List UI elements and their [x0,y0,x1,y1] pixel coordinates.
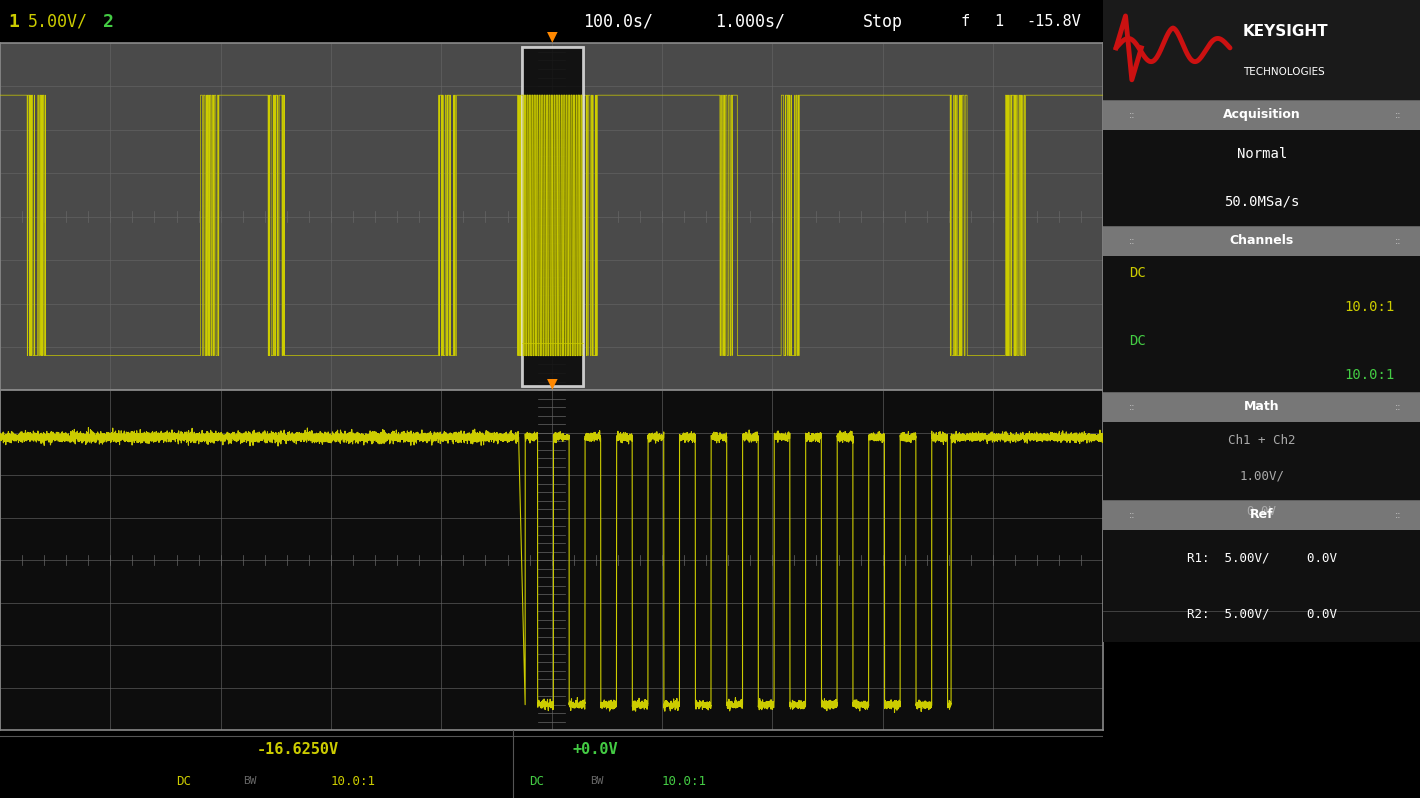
Text: Normal: Normal [1237,147,1287,161]
Text: Ch1 + Ch2: Ch1 + Ch2 [1228,433,1295,447]
Text: KEYSIGHT: KEYSIGHT [1242,25,1328,39]
Bar [1103,392,1420,422]
Text: ::: :: [1129,236,1135,246]
Text: 5.00V/: 5.00V/ [27,13,88,30]
Text: f: f [961,14,970,29]
Text: BW: BW [243,776,256,786]
Text: 1.000s/: 1.000s/ [716,13,785,30]
Bar [1103,500,1420,530]
Text: TECHNOLOGIES: TECHNOLOGIES [1242,67,1325,77]
Bar [1103,0,1420,100]
Text: -16.6250V: -16.6250V [257,741,339,757]
Text: 10.0:1: 10.0:1 [331,775,376,788]
Text: ::: :: [1129,510,1135,519]
Text: 1.00V/: 1.00V/ [1240,469,1284,483]
Text: 10.0:1: 10.0:1 [1345,368,1394,382]
Text: +0.0V: +0.0V [574,741,619,757]
Text: 1: 1 [994,14,1003,29]
Text: -15.8V: -15.8V [1027,14,1081,29]
Text: R1:  5.00V/     0.0V: R1: 5.00V/ 0.0V [1187,551,1336,564]
Text: BW: BW [591,776,604,786]
Text: R2:  5.00V/     0.0V: R2: 5.00V/ 0.0V [1187,607,1336,620]
Text: ▼: ▼ [547,29,558,43]
Bar [1103,130,1420,226]
Bar [1103,530,1420,642]
Text: Ref: Ref [1250,508,1274,521]
Text: Math: Math [1244,401,1279,413]
Text: DC: DC [1129,266,1146,280]
Text: 1: 1 [9,13,20,30]
Text: 10.0:1: 10.0:1 [1345,300,1394,314]
Text: ::: :: [1394,510,1402,519]
Text: ::: :: [1394,236,1402,246]
Bar [1103,226,1420,256]
Bar [1103,256,1420,392]
Text: Stop: Stop [863,13,903,30]
Bar [523,47,582,386]
Text: 10.0:1: 10.0:1 [662,775,707,788]
Text: Acquisition: Acquisition [1223,109,1301,121]
Bar [1103,422,1420,530]
Text: 2: 2 [102,13,114,30]
Text: 100.0s/: 100.0s/ [582,13,653,30]
Text: DC: DC [1129,334,1146,348]
Text: ▼: ▼ [547,377,558,390]
Text: 0.0V: 0.0V [1247,505,1277,519]
Text: ::: :: [1129,110,1135,120]
Text: ::: :: [1129,402,1135,412]
Text: ::: :: [1394,402,1402,412]
Text: DC: DC [530,775,545,788]
Text: ::: :: [1394,110,1402,120]
Text: DC: DC [176,775,192,788]
Text: Channels: Channels [1230,235,1294,247]
Text: 50.0MSa/s: 50.0MSa/s [1224,195,1299,209]
Bar [1103,100,1420,130]
